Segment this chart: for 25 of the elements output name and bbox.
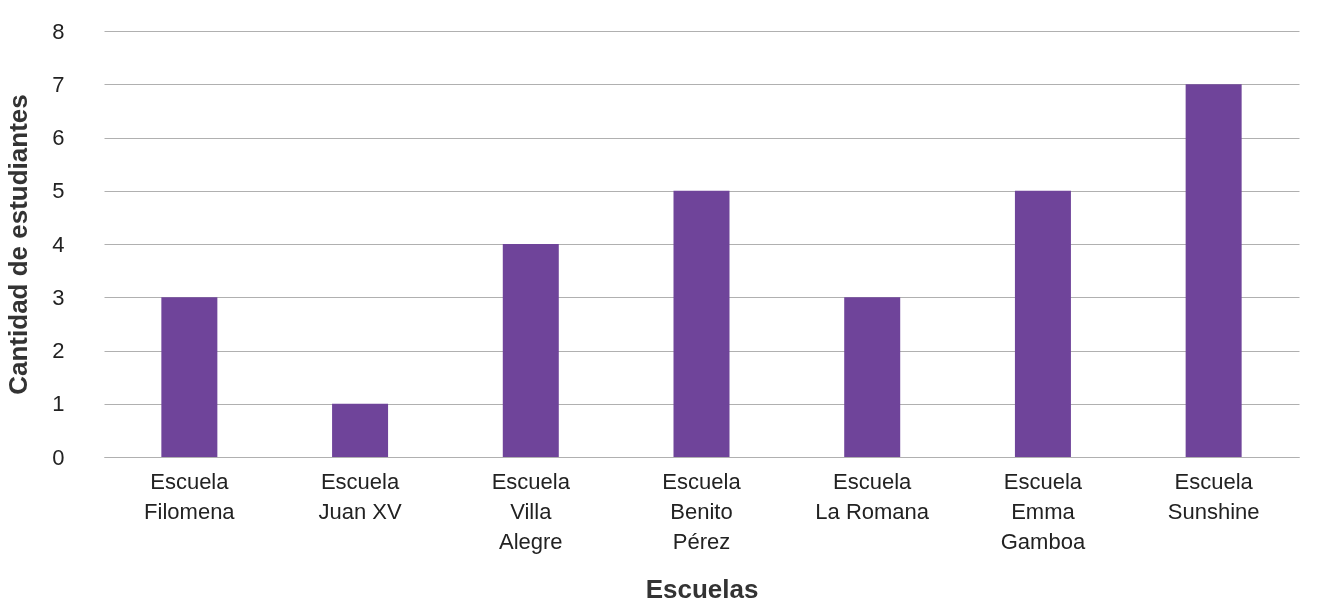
bar — [673, 190, 730, 457]
y-tick-label: 6 — [52, 125, 65, 150]
x-tick-label: Escuela Filomena — [144, 468, 236, 524]
bar — [844, 297, 901, 457]
y-tick-label: 0 — [52, 444, 65, 470]
y-tick-label: 4 — [52, 231, 65, 257]
y-tick-label: 7 — [52, 71, 65, 97]
y-tick-label: 2 — [52, 338, 65, 363]
y-tick-label: 5 — [52, 178, 65, 204]
x-tick-label: Escuela Benito Pérez — [662, 468, 742, 554]
bar — [502, 244, 559, 457]
x-axis-title: Escuelas — [645, 573, 759, 604]
y-axis-title: Cantidad de estudiantes — [3, 94, 34, 395]
bar — [161, 297, 218, 457]
y-tick-label: 3 — [52, 284, 65, 310]
y-tick-label: 1 — [52, 391, 65, 417]
bar — [332, 403, 389, 457]
bar — [1014, 190, 1071, 457]
x-tick-label: Escuela Juan XV — [318, 468, 402, 524]
x-tick-label: Escuela Emma Gamboa — [1000, 468, 1086, 554]
y-tick-label: 8 — [52, 18, 65, 44]
bar — [1185, 84, 1242, 457]
x-tick-label: Escuela La Romana — [815, 468, 930, 524]
x-tick-label: Escuela Sunshine — [1167, 468, 1260, 524]
x-tick-label: Escuela Villa Alegre — [491, 468, 571, 554]
